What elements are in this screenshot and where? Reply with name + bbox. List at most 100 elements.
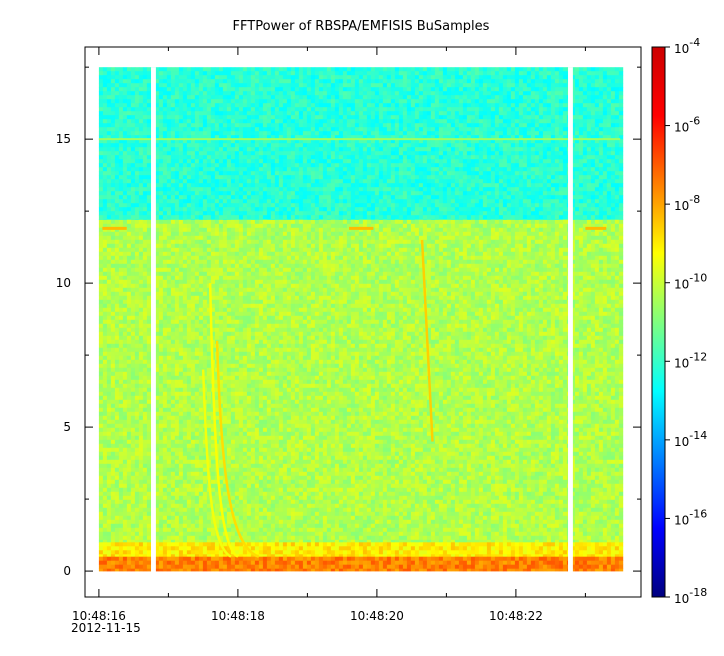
heatmap-cell bbox=[274, 75, 280, 80]
heatmap-cell bbox=[218, 99, 224, 104]
heatmap-cell bbox=[574, 211, 580, 216]
heatmap-cell bbox=[270, 199, 276, 204]
heatmap-cell bbox=[214, 71, 220, 76]
heatmap-cell bbox=[434, 71, 440, 76]
heatmap-cell bbox=[582, 127, 588, 132]
heatmap-cell bbox=[470, 67, 476, 72]
heatmap-cell bbox=[162, 159, 168, 164]
heatmap-cell bbox=[498, 171, 504, 176]
heatmap-cell bbox=[338, 167, 344, 172]
heatmap-cell bbox=[122, 219, 128, 221]
heatmap-cell bbox=[426, 139, 432, 144]
heatmap-cell bbox=[430, 103, 436, 108]
heatmap-cell bbox=[322, 191, 328, 196]
heatmap-cell bbox=[482, 135, 488, 140]
heatmap-cell bbox=[134, 71, 140, 76]
heatmap-cell bbox=[226, 195, 232, 200]
heatmap-cell bbox=[126, 79, 132, 84]
heatmap-cell bbox=[138, 155, 144, 160]
heatmap-cell bbox=[138, 199, 144, 204]
heatmap-cell bbox=[418, 195, 424, 200]
heatmap-cell bbox=[338, 195, 344, 200]
heatmap-cell bbox=[414, 207, 420, 212]
heatmap-cell bbox=[186, 75, 192, 80]
heatmap-cell bbox=[178, 119, 184, 124]
heatmap-cell bbox=[406, 123, 412, 128]
heatmap-cell bbox=[250, 75, 256, 80]
heatmap-cell bbox=[126, 95, 132, 100]
heatmap-cell bbox=[174, 207, 180, 212]
heatmap-cell bbox=[450, 151, 456, 156]
heatmap-cell bbox=[470, 87, 476, 92]
heatmap-cell bbox=[310, 195, 316, 200]
heatmap-cell bbox=[114, 83, 120, 88]
heatmap-cell bbox=[558, 159, 564, 164]
heatmap-cell bbox=[386, 215, 392, 220]
heatmap-cell bbox=[130, 123, 136, 128]
heatmap-cell bbox=[414, 191, 420, 196]
heatmap-cell bbox=[514, 163, 520, 168]
heatmap-cell bbox=[486, 119, 492, 124]
heatmap-cell bbox=[378, 179, 384, 184]
heatmap-cell bbox=[406, 111, 412, 116]
heatmap-cell bbox=[274, 199, 280, 204]
heatmap-cell bbox=[126, 167, 132, 172]
heatmap-cell bbox=[506, 143, 512, 148]
heatmap-cell bbox=[330, 103, 336, 108]
heatmap-cell bbox=[526, 103, 532, 108]
heatmap-cell bbox=[178, 107, 184, 112]
heatmap-cell bbox=[178, 195, 184, 200]
heatmap-cell bbox=[286, 71, 292, 76]
heatmap-cell bbox=[170, 199, 176, 204]
heatmap-cell bbox=[202, 95, 208, 100]
heatmap-cell bbox=[614, 115, 620, 120]
heatmap-cell bbox=[526, 99, 532, 104]
heatmap-cell bbox=[494, 143, 500, 148]
heatmap-cell bbox=[226, 183, 232, 188]
heatmap-cell bbox=[142, 183, 148, 188]
heatmap-cell bbox=[314, 179, 320, 184]
heatmap-cell bbox=[114, 123, 120, 128]
heatmap-cell bbox=[394, 159, 400, 164]
heatmap-cell bbox=[262, 123, 268, 128]
heatmap-cell bbox=[298, 171, 304, 176]
heatmap-cell bbox=[266, 75, 272, 80]
heatmap-cell bbox=[194, 179, 200, 184]
heatmap-cell bbox=[262, 91, 268, 96]
heatmap-cell bbox=[234, 115, 240, 120]
heatmap-cell bbox=[370, 91, 376, 96]
heatmap-cell bbox=[134, 147, 140, 152]
heatmap-cell bbox=[270, 191, 276, 196]
heatmap-cell bbox=[254, 119, 260, 124]
heatmap-cell bbox=[406, 163, 412, 168]
heatmap-cell bbox=[598, 119, 604, 124]
heatmap-cell bbox=[230, 95, 236, 100]
heatmap-cell bbox=[334, 95, 340, 100]
heatmap-cell bbox=[134, 155, 140, 160]
heatmap-cell bbox=[274, 135, 280, 140]
heatmap-cell bbox=[210, 127, 216, 132]
heatmap-cell bbox=[462, 163, 468, 168]
heatmap-cell bbox=[326, 211, 332, 216]
heatmap-cell bbox=[250, 175, 256, 180]
heatmap-cell bbox=[174, 119, 180, 124]
heatmap-cell bbox=[318, 171, 324, 176]
heatmap-cell bbox=[210, 171, 216, 176]
heatmap-cell bbox=[418, 191, 424, 196]
heatmap-cell bbox=[454, 107, 460, 112]
heatmap-cell bbox=[378, 79, 384, 84]
heatmap-cell bbox=[458, 211, 464, 216]
heatmap-cell bbox=[466, 203, 472, 208]
heatmap-cell bbox=[210, 203, 216, 208]
heatmap-cell bbox=[246, 215, 252, 220]
heatmap-cell bbox=[238, 79, 244, 84]
heatmap-cell bbox=[194, 115, 200, 120]
heatmap-cell bbox=[614, 83, 620, 88]
heatmap-cell bbox=[606, 151, 612, 156]
heatmap-cell bbox=[222, 75, 228, 80]
heatmap-cell bbox=[518, 203, 524, 208]
heatmap-cell bbox=[582, 207, 588, 212]
heatmap-cell bbox=[594, 187, 600, 192]
heatmap-cell bbox=[534, 75, 540, 80]
heatmap-cell bbox=[518, 199, 524, 204]
